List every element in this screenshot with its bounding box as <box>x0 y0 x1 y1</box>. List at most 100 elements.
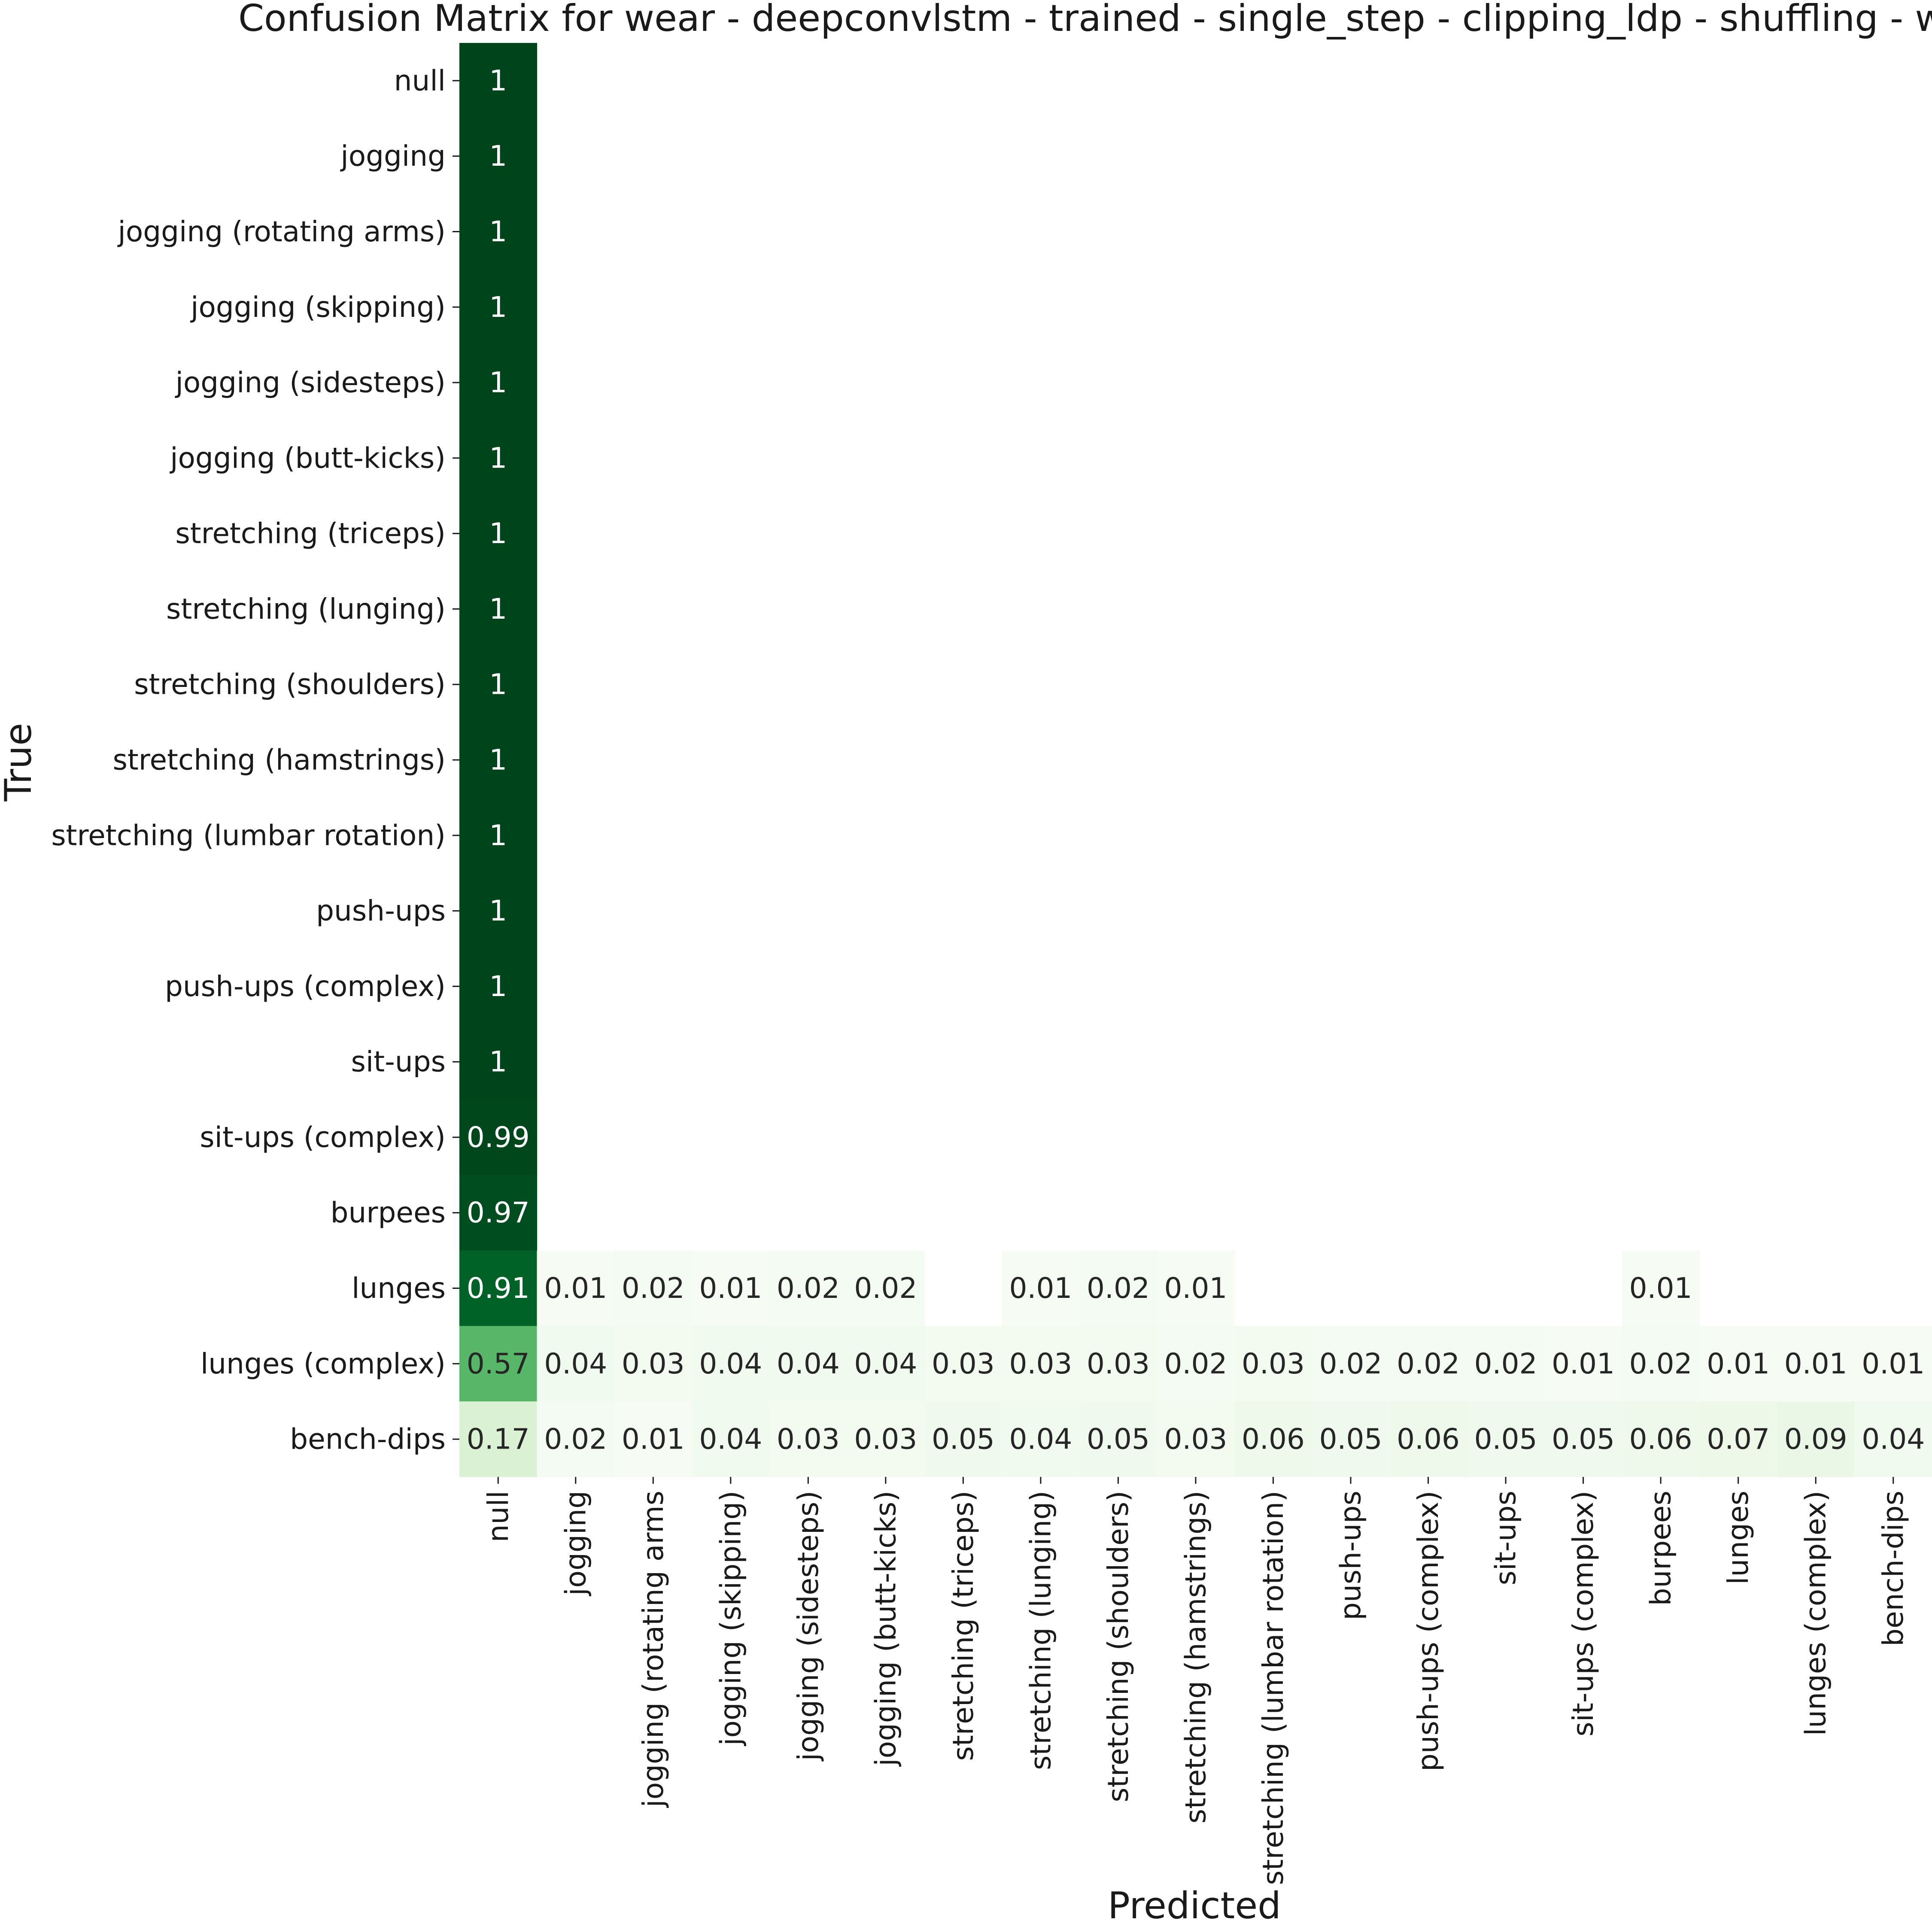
cell-value-label: 1 <box>489 64 507 97</box>
heatmap-cell <box>1544 1401 1622 1477</box>
heatmap-cell <box>1467 1401 1545 1477</box>
cell-value-label: 0.91 <box>467 1272 530 1305</box>
heatmap-cell <box>614 1401 693 1477</box>
heatmap-cell <box>847 1326 925 1402</box>
heatmap-cell <box>692 1326 770 1402</box>
heatmap-cell <box>537 1326 615 1402</box>
cell-value-label: 0.02 <box>1319 1347 1382 1380</box>
heatmap-cell <box>459 1250 538 1327</box>
cell-value-label: 1 <box>489 291 507 324</box>
cell-value-label: 0.17 <box>467 1423 530 1456</box>
y-tick-label: stretching (triceps) <box>175 517 446 550</box>
heatmap-cell <box>1312 1401 1390 1477</box>
cell-value-label: 0.01 <box>1629 1272 1692 1305</box>
heatmap-cell <box>459 1100 538 1176</box>
heatmap-cell <box>1777 1326 1855 1402</box>
heatmap-cell <box>1002 1250 1080 1327</box>
heatmap-cells <box>459 43 1932 1477</box>
cell-value-label: 0.02 <box>1397 1347 1460 1380</box>
cell-value-label: 1 <box>489 970 507 1003</box>
cell-value-label: 0.06 <box>1242 1423 1305 1456</box>
cell-value-label: 1 <box>489 215 507 248</box>
heatmap-cell <box>1622 1401 1700 1477</box>
heatmap-cell <box>1622 1326 1700 1402</box>
cell-value-label: 0.05 <box>1319 1423 1382 1456</box>
heatmap-cell <box>769 1250 848 1327</box>
cell-value-label: 0.01 <box>1707 1347 1770 1380</box>
cell-value-label: 0.01 <box>622 1423 685 1456</box>
cell-value-label: 0.02 <box>1629 1347 1692 1380</box>
cell-value-label: 1 <box>489 140 507 173</box>
heatmap-cell <box>459 118 538 194</box>
x-tick-label: jogging (sidesteps) <box>792 1491 825 1762</box>
heatmap-cell <box>1544 1326 1622 1402</box>
cell-value-label: 0.06 <box>1629 1423 1692 1456</box>
cell-labels: 1 1 1 1 1 1 1 1 1 1 1 1 1 1 0.99 0.97 0.91 0.01 0.02 0.01 0.… <box>467 64 1925 1455</box>
heatmap-cell <box>459 1175 538 1251</box>
heatmap-cell <box>459 1401 538 1477</box>
cell-value-label: 0.04 <box>699 1423 762 1456</box>
heatmap-cell <box>1079 1250 1157 1327</box>
chart-title: Confusion Matrix for wear - deepconvlstm… <box>238 0 1932 40</box>
cell-value-label: 1 <box>489 668 507 701</box>
y-axis-label: True <box>0 723 40 802</box>
x-tick-label: sit-ups <box>1489 1491 1522 1586</box>
heatmap-cell <box>692 1401 770 1477</box>
y-tick-label: stretching (lumbar rotation) <box>51 819 446 852</box>
cell-value-label: 1 <box>489 744 507 777</box>
heatmap-cell <box>847 1250 925 1327</box>
cell-value-label: 0.03 <box>854 1423 917 1456</box>
heatmap-cell <box>1389 1326 1467 1402</box>
cell-value-label: 0.05 <box>1087 1423 1150 1456</box>
heatmap-cell <box>1234 1401 1312 1477</box>
heatmap-cell <box>847 1401 925 1477</box>
cell-value-label: 0.04 <box>544 1347 607 1380</box>
y-tick-label: stretching (lunging) <box>166 592 446 626</box>
cell-value-label: 0.02 <box>854 1272 917 1305</box>
heatmap-cell <box>1699 1326 1777 1402</box>
heatmap-cell <box>459 873 538 949</box>
heatmap-cell <box>1699 1401 1777 1477</box>
x-tick-label: jogging (skipping) <box>714 1491 747 1747</box>
x-axis-label: Predicted <box>1108 1884 1281 1927</box>
y-tick-label: burpees <box>331 1196 446 1229</box>
cell-value-label: 0.02 <box>1474 1347 1537 1380</box>
heatmap-cell <box>459 1024 538 1100</box>
x-tick-label: stretching (lumbar rotation) <box>1257 1491 1290 1885</box>
cell-value-label: 0.04 <box>777 1347 840 1380</box>
y-tick-label: jogging (rotating arms) <box>117 215 446 248</box>
cell-value-label: 0.01 <box>1552 1347 1615 1380</box>
y-tick-label: stretching (hamstrings) <box>113 744 446 777</box>
x-tick-label: bench-dips <box>1877 1491 1910 1646</box>
x-tick-label: jogging <box>559 1491 592 1597</box>
heatmap-cell <box>1234 1326 1312 1402</box>
x-tick-label: burpees <box>1644 1491 1677 1606</box>
cell-value-label: 0.06 <box>1397 1423 1460 1456</box>
x-tick-label: stretching (lunging) <box>1024 1491 1057 1770</box>
cell-value-label: 1 <box>489 592 507 626</box>
y-tick-label: bench-dips <box>290 1423 446 1456</box>
heatmap-cell <box>537 1250 615 1327</box>
heatmap-cell <box>769 1401 848 1477</box>
heatmap-cell <box>1002 1326 1080 1402</box>
heatmap-cell <box>1622 1250 1700 1327</box>
cell-value-label: 0.03 <box>932 1347 995 1380</box>
heatmap-cell <box>459 495 538 572</box>
heatmap-cell <box>1467 1326 1545 1402</box>
x-tick-label: stretching (shoulders) <box>1102 1491 1135 1802</box>
heatmap-cell <box>537 1401 615 1477</box>
y-tick-label: jogging (skipping) <box>190 291 446 324</box>
cell-value-label: 0.03 <box>622 1347 685 1380</box>
x-tick-label: jogging (rotating arms <box>637 1491 670 1808</box>
cell-value-label: 0.03 <box>777 1423 840 1456</box>
x-tick-label: lunges (complex) <box>1799 1491 1832 1736</box>
heatmap-cell <box>459 722 538 798</box>
heatmap-cell <box>459 797 538 874</box>
cell-value-label: 0.02 <box>777 1272 840 1305</box>
x-tick-label: push-ups (complex) <box>1412 1491 1445 1771</box>
heatmap-cell <box>1079 1401 1157 1477</box>
y-axis-ticks: null jogging jogging (rotating arms) joggin… <box>51 64 459 1456</box>
heatmap-cell <box>924 1326 1002 1402</box>
heatmap-cell <box>692 1250 770 1327</box>
cell-value-label: 1 <box>489 894 507 927</box>
